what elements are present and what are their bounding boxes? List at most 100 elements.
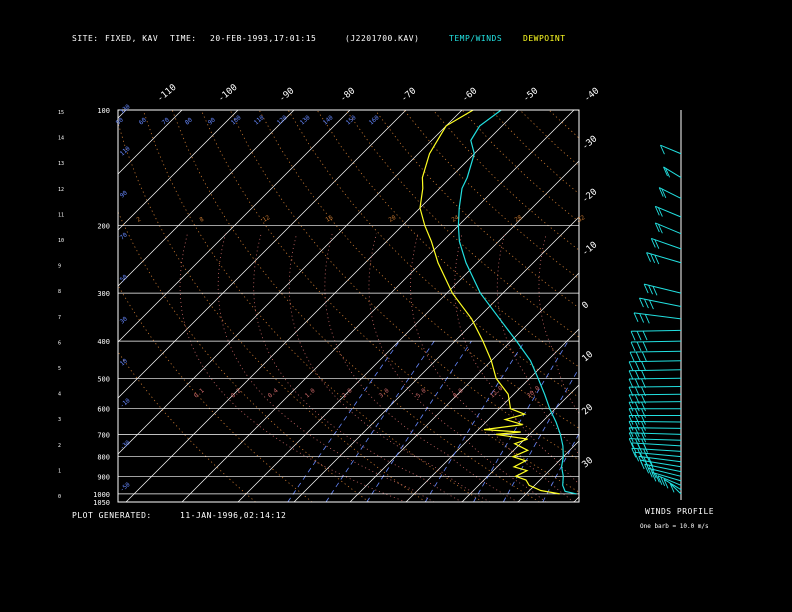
moist-adiabat-line bbox=[288, 233, 491, 502]
wind-barb-flag bbox=[628, 427, 634, 437]
dry-adiabat-label: 30 bbox=[119, 315, 129, 325]
theta-label: 160 bbox=[368, 114, 381, 127]
right-temperature-label: 0 bbox=[581, 300, 592, 311]
wind-barb-shaft bbox=[663, 478, 682, 491]
wind-barb-flag bbox=[646, 252, 651, 262]
theta-label: 110 bbox=[253, 114, 266, 127]
upper-label: 28 bbox=[514, 214, 524, 224]
height-tick-label: 0 bbox=[58, 494, 61, 500]
upper-label: 8 bbox=[199, 216, 206, 224]
pressure-tick-label: 300 bbox=[97, 290, 110, 298]
wind-barb-flag bbox=[650, 238, 656, 248]
wind-barb-shaft bbox=[644, 283, 682, 294]
upper-label: 12 bbox=[262, 214, 272, 224]
moist-adiabat-line bbox=[496, 233, 579, 455]
wind-barb-shaft bbox=[657, 475, 682, 486]
isotherm-line bbox=[118, 110, 127, 119]
wind-barb-flag bbox=[643, 448, 648, 459]
dry-adiabat-label: -10 bbox=[119, 397, 132, 410]
wind-barb-flag bbox=[650, 253, 656, 264]
mixing-ratio-label: 0.1 bbox=[193, 387, 206, 400]
pressure-tick-label: 700 bbox=[97, 431, 110, 439]
isotherm-line bbox=[118, 110, 239, 231]
isotherm-line bbox=[686, 110, 792, 502]
top-temperature-label: -80 bbox=[339, 86, 358, 104]
dry-adiabat-line bbox=[142, 110, 483, 502]
wind-barb-shaft bbox=[630, 350, 682, 353]
wind-barb-flag bbox=[654, 206, 660, 216]
wind-barb-flag bbox=[665, 168, 671, 178]
wind-barb-flag bbox=[634, 370, 640, 380]
mixing-ratio-label: 3.0 bbox=[378, 387, 391, 400]
time-value: 20-FEB-1993,17:01:15 bbox=[210, 34, 317, 43]
wind-barb-flag bbox=[634, 408, 640, 418]
wind-barb-flag bbox=[634, 415, 640, 425]
wind-barb-shaft bbox=[655, 222, 682, 235]
height-tick-label: 12 bbox=[58, 187, 64, 193]
wind-barb-flag bbox=[648, 299, 654, 310]
mixing-ratio-label: 2.0 bbox=[341, 387, 354, 400]
dry-adiabat-line bbox=[118, 284, 313, 502]
wind-barb-shaft bbox=[651, 237, 682, 250]
height-tick-label: 2 bbox=[58, 443, 61, 449]
wind-barb-flag bbox=[630, 341, 636, 352]
theta-label: 50 bbox=[115, 116, 125, 126]
isotherm-line bbox=[237, 160, 579, 502]
top-temperature-label: -50 bbox=[522, 86, 541, 104]
wind-barb-flag bbox=[644, 464, 650, 474]
isotherm-line bbox=[181, 110, 575, 502]
wind-barb-shaft bbox=[634, 451, 682, 458]
wind-barb-flag bbox=[628, 432, 634, 443]
right-temperature-label: -10 bbox=[581, 240, 600, 258]
theta-label: 120 bbox=[276, 114, 289, 127]
wind-barb-shaft bbox=[669, 482, 682, 495]
right-temperature-label: -30 bbox=[581, 134, 600, 152]
wind-barb-shaft bbox=[629, 377, 682, 380]
wind-barb-flag bbox=[628, 415, 634, 425]
upper-label: 32 bbox=[577, 214, 587, 224]
isotherm-line bbox=[573, 496, 579, 502]
theta-label: 80 bbox=[184, 116, 194, 126]
wind-barb-flag bbox=[660, 144, 665, 155]
wind-barb-shaft bbox=[639, 297, 682, 307]
wind-barb-shaft bbox=[629, 432, 682, 435]
plot-frame bbox=[117, 109, 580, 503]
dewpoint-legend: DEWPOINT bbox=[523, 34, 566, 43]
isotherm-line bbox=[405, 328, 579, 502]
isotherm-line bbox=[349, 272, 579, 502]
wind-barb-flag bbox=[641, 370, 646, 380]
isotherm-line bbox=[118, 110, 407, 399]
winds-profile-title: WINDS PROFILE bbox=[645, 507, 715, 516]
wind-barb-flag bbox=[654, 254, 660, 265]
height-tick-label: 4 bbox=[58, 392, 61, 398]
pressure-tick-label: 200 bbox=[97, 223, 110, 231]
dry-adiabat-line bbox=[461, 110, 579, 223]
theta-label: 140 bbox=[322, 114, 335, 127]
theta-label: 90 bbox=[207, 116, 217, 126]
wind-barb-flag bbox=[635, 351, 641, 362]
wind-barb-flag bbox=[629, 351, 635, 362]
wind-barb-flag bbox=[644, 314, 650, 324]
wind-barb-shaft bbox=[646, 252, 682, 264]
moist-adiabat-line bbox=[454, 233, 579, 485]
dry-adiabat-line bbox=[316, 110, 579, 368]
moist-adiabat-line bbox=[253, 233, 463, 502]
wind-barb-flag bbox=[639, 452, 645, 463]
mixing-ratio-line bbox=[542, 432, 579, 502]
wind-barb-flag bbox=[642, 341, 648, 351]
height-tick-label: 11 bbox=[58, 212, 64, 218]
dry-adiabat-label: 10 bbox=[119, 357, 129, 367]
wind-barb-flag bbox=[636, 330, 642, 341]
isotherm-line bbox=[118, 110, 351, 343]
wind-barb-flag bbox=[641, 438, 647, 449]
wind-barb-shaft bbox=[655, 205, 682, 218]
wind-barb-flag bbox=[641, 433, 647, 443]
wind-barb-flag bbox=[641, 427, 646, 438]
dry-adiabat-line bbox=[519, 110, 579, 167]
pressure-tick-label: 1050 bbox=[93, 499, 110, 507]
wind-barb-flag bbox=[654, 473, 660, 483]
wind-barb-shaft bbox=[629, 393, 682, 396]
wind-barb-flag bbox=[633, 312, 639, 323]
upper-label: 20 bbox=[388, 214, 398, 224]
wind-barb-flag bbox=[654, 222, 660, 233]
